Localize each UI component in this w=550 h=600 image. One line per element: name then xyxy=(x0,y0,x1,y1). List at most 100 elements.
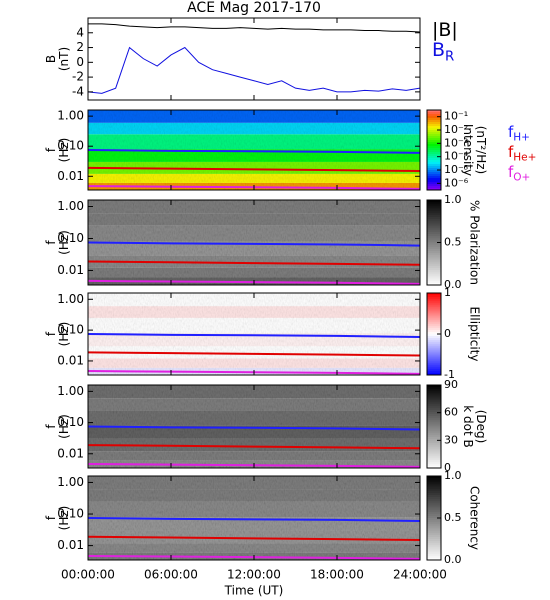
colorbar-swatch xyxy=(427,174,441,177)
colorbar-swatch xyxy=(427,248,441,252)
colorbar-swatch xyxy=(427,482,441,485)
y-tick-label: 1.00 xyxy=(57,475,84,489)
colorbar-swatch xyxy=(427,311,441,314)
colorbar-swatch xyxy=(427,229,441,233)
colorbar-swatch xyxy=(427,136,441,139)
y-tick-label: 1.00 xyxy=(57,292,84,306)
colorbar-tick-label: 10⁻¹ xyxy=(444,110,468,123)
colorbar-swatch xyxy=(427,238,441,241)
colorbar-frame xyxy=(426,384,442,469)
y-axis-label: f xyxy=(44,240,58,245)
y-tick-label: 2 xyxy=(76,40,84,54)
legend-subscript: O+ xyxy=(513,171,530,183)
colorbar-swatch xyxy=(427,428,441,432)
colorbar-tick-label: 10⁻² xyxy=(444,123,468,136)
colorbar-tick-label: 0.5 xyxy=(444,236,462,249)
colorbar-swatch xyxy=(427,389,441,392)
colorbar-swatch xyxy=(427,518,441,521)
colorbar-swatch xyxy=(427,344,441,347)
y-axis-label: (Hz) xyxy=(57,230,71,255)
colorbar-swatch xyxy=(427,424,441,427)
y-axis-label: (Hz) xyxy=(57,414,71,439)
y-axis-label: f xyxy=(44,331,58,336)
colorbar-swatch xyxy=(427,315,441,319)
colorbar-swatch xyxy=(427,420,441,423)
colorbar-swatch xyxy=(427,327,441,331)
y-axis-label: (Hz) xyxy=(57,138,71,163)
colorbar-swatch xyxy=(427,154,441,157)
colorbar-swatch xyxy=(427,323,441,327)
colorbar-swatch xyxy=(427,509,441,513)
legend-entry: |B| xyxy=(432,19,458,41)
colorbar-swatch xyxy=(427,305,441,308)
colorbar-swatch xyxy=(427,204,441,207)
colorbar-swatch xyxy=(427,534,441,538)
colorbar-swatch xyxy=(427,313,441,317)
colorbar-swatch xyxy=(427,321,441,325)
colorbar-swatch xyxy=(427,122,441,125)
colorbar-swatch xyxy=(427,532,441,536)
legend-entry: fH+ xyxy=(508,123,530,144)
colorbar-tick-label: 0.5 xyxy=(444,511,462,524)
colorbar-swatch xyxy=(427,403,441,407)
colorbar-swatch xyxy=(427,395,441,398)
y-tick-label: 4 xyxy=(76,25,84,39)
colorbar-swatch xyxy=(427,530,441,534)
colorbar-swatch xyxy=(427,124,441,127)
colorbar-swatch xyxy=(427,276,441,280)
colorbar-swatch xyxy=(427,372,441,376)
colorbar-swatch xyxy=(427,405,441,409)
colorbar-tick-label: 60 xyxy=(444,406,458,419)
x-tick-label: 00:00:00 xyxy=(61,568,115,582)
colorbar-swatch xyxy=(427,443,441,446)
legend-entry: fO+ xyxy=(508,163,530,184)
series-line xyxy=(87,535,421,542)
colorbar-swatch xyxy=(427,118,441,121)
colorbar-label: % Polarization xyxy=(468,200,482,285)
colorbar-swatch xyxy=(427,436,441,440)
colorbar-swatch xyxy=(427,150,441,153)
colorbar-swatch xyxy=(427,132,441,135)
colorbar-swatch xyxy=(427,120,441,123)
colorbar-swatch xyxy=(427,212,441,216)
colorbar-swatch xyxy=(427,331,441,335)
y-tick-label: 0.10 xyxy=(57,231,84,245)
legend-subscript: R xyxy=(445,50,454,65)
colorbar-swatch xyxy=(427,263,441,267)
colorbar-swatch xyxy=(427,214,441,218)
colorbar-swatch xyxy=(427,350,441,353)
colorbar-swatch xyxy=(427,457,441,461)
colorbar-swatch xyxy=(427,217,441,220)
colorbar-swatch xyxy=(427,340,441,343)
colorbar-swatch xyxy=(427,170,441,173)
colorbar-swatch xyxy=(427,465,441,469)
colorbar-swatch xyxy=(427,346,441,349)
colorbar-swatch xyxy=(427,246,441,250)
y-tick-label: 0.10 xyxy=(57,139,84,153)
colorbar-swatch xyxy=(427,478,441,481)
colorbar-swatch xyxy=(427,221,441,224)
colorbar-swatch xyxy=(427,134,441,137)
colorbar-label: Ellipticity xyxy=(468,307,482,362)
y-tick-label: -4 xyxy=(72,84,84,98)
colorbar-swatch xyxy=(427,543,441,546)
colorbar-swatch xyxy=(427,342,441,345)
chart-title: ACE Mag 2017-170 xyxy=(187,0,321,16)
colorbar-swatch xyxy=(427,251,441,254)
colorbar-swatch xyxy=(427,309,441,312)
colorbar-tick-label: 1.0 xyxy=(444,469,462,482)
colorbar-swatch xyxy=(427,511,441,515)
colorbar-swatch xyxy=(427,172,441,175)
colorbar-swatch xyxy=(427,225,441,229)
y-tick-label: 0.01 xyxy=(57,353,84,367)
y-tick-label: 0.10 xyxy=(57,323,84,337)
series-line xyxy=(87,425,421,431)
colorbar-swatch xyxy=(427,387,441,390)
colorbar-swatch xyxy=(427,438,441,442)
series-line xyxy=(87,332,421,338)
colorbar-tick-label: 10⁻³ xyxy=(444,136,468,149)
colorbar-swatch xyxy=(427,142,441,145)
colorbar-swatch xyxy=(427,210,441,214)
colorbar-swatch xyxy=(427,364,441,368)
colorbar-swatch xyxy=(427,539,441,542)
